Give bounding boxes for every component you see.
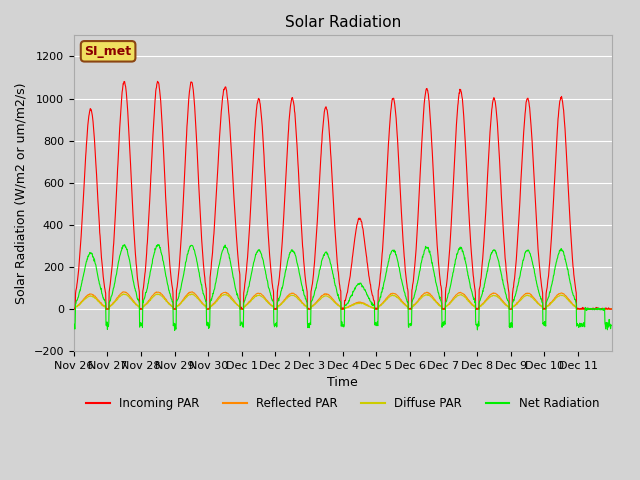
Text: SI_met: SI_met xyxy=(84,45,132,58)
X-axis label: Time: Time xyxy=(327,376,358,389)
Y-axis label: Solar Radiation (W/m2 or um/m2/s): Solar Radiation (W/m2 or um/m2/s) xyxy=(15,83,28,304)
Legend: Incoming PAR, Reflected PAR, Diffuse PAR, Net Radiation: Incoming PAR, Reflected PAR, Diffuse PAR… xyxy=(81,392,604,415)
Title: Solar Radiation: Solar Radiation xyxy=(285,15,401,30)
